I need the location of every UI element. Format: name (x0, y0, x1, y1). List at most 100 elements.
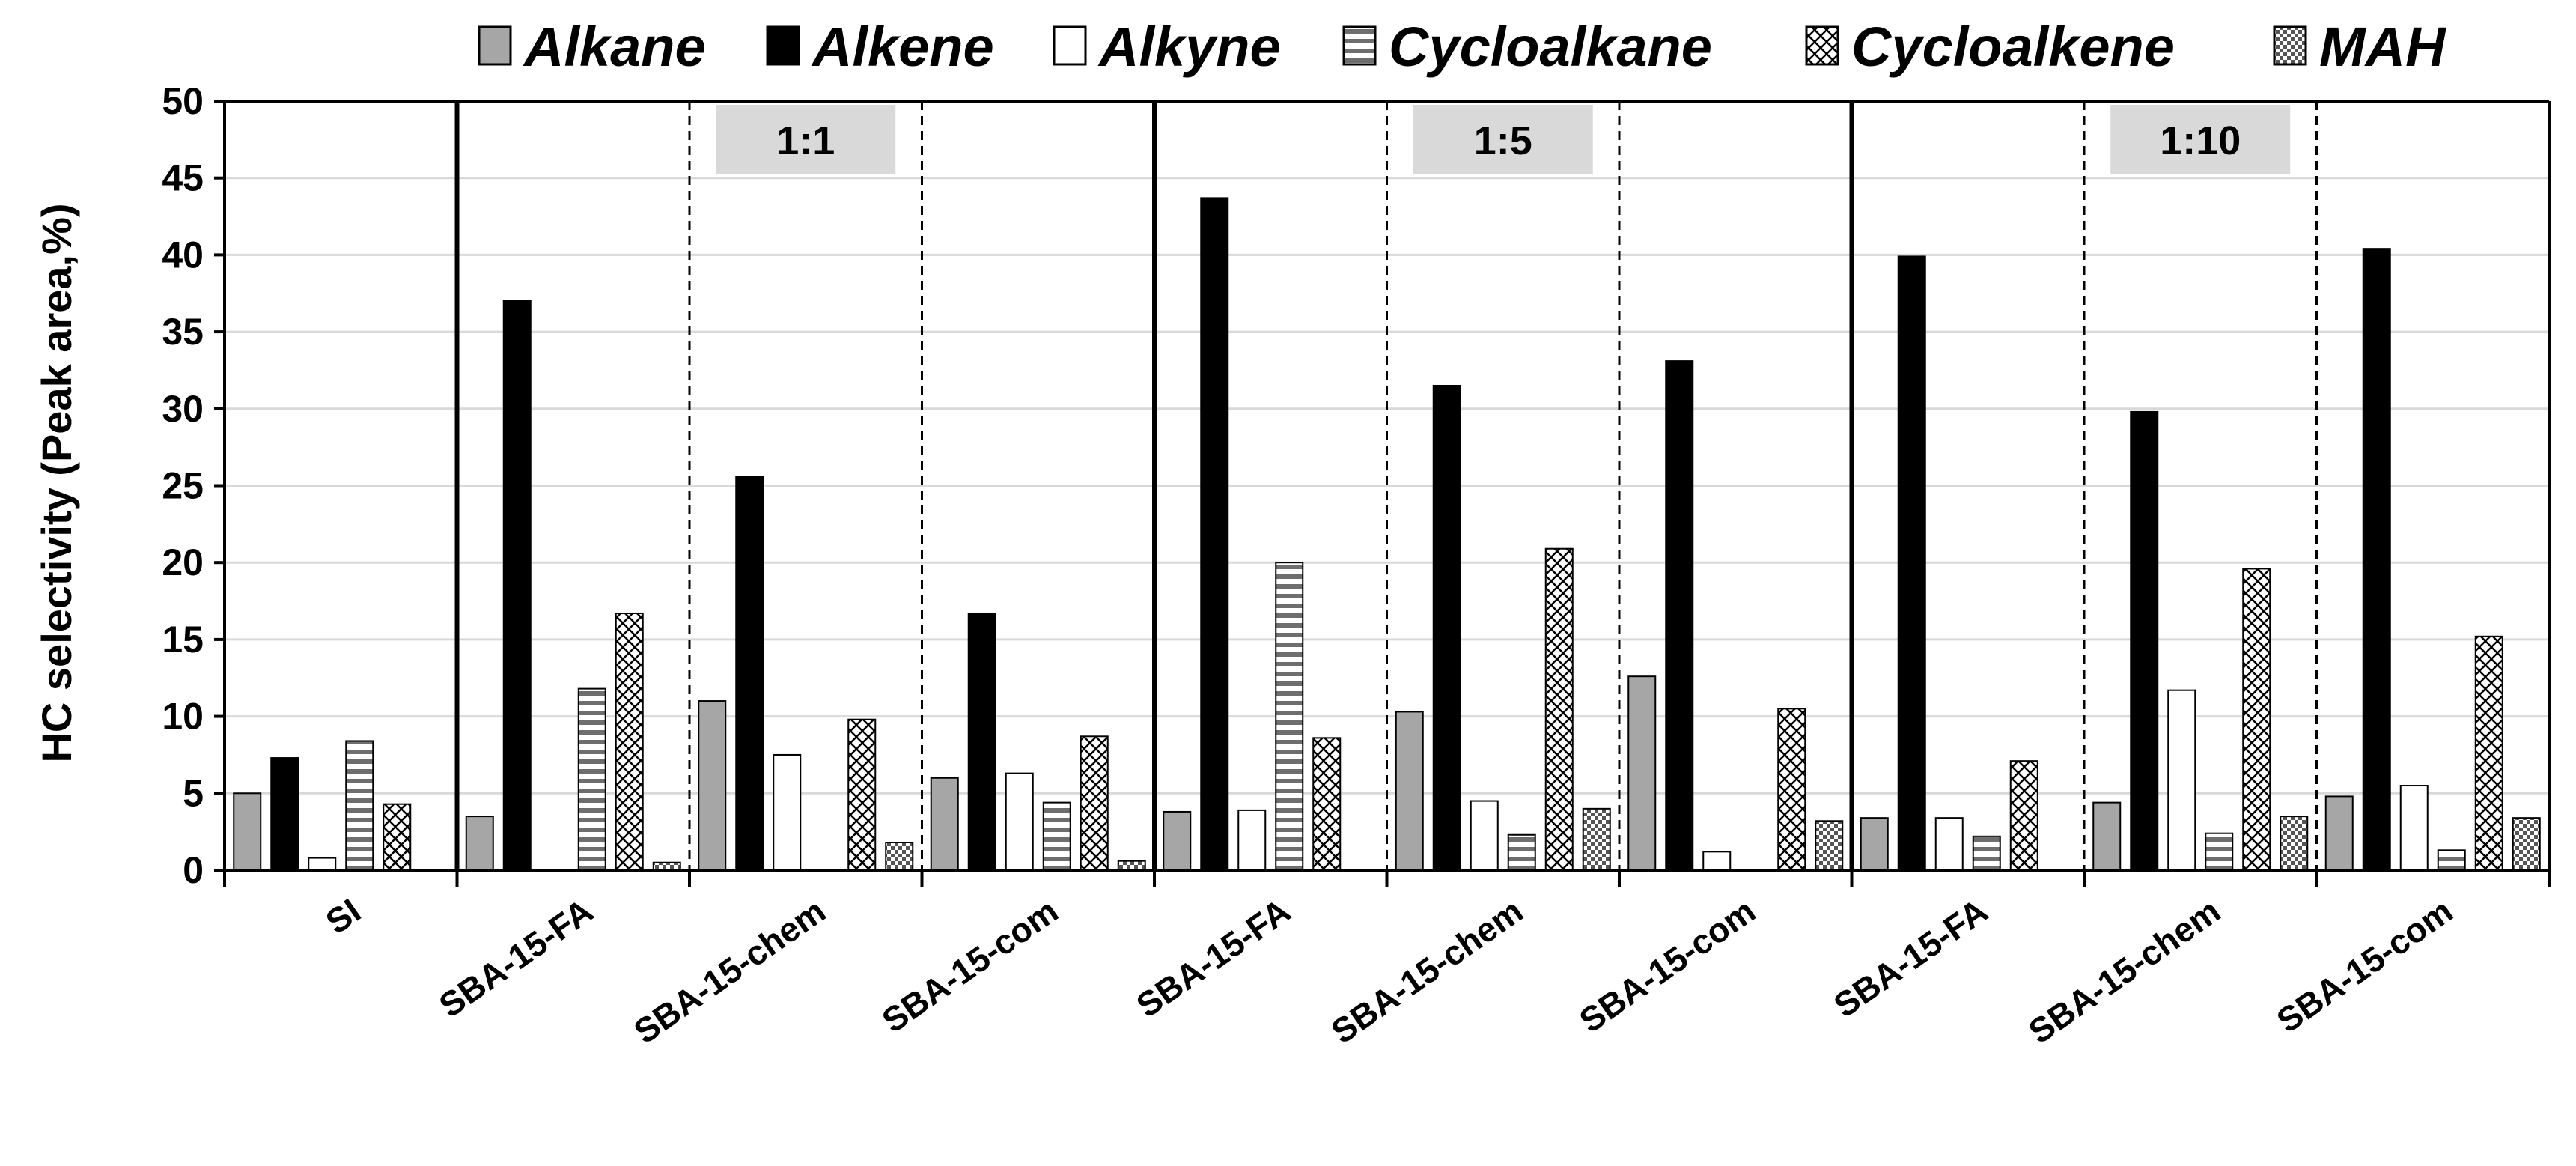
bar-alkane (233, 792, 262, 872)
bar-cycloalkane (1972, 835, 2001, 872)
axes (214, 100, 2551, 887)
bar-cycloalkane (345, 740, 374, 871)
legend-label: Cycloalkene (1851, 16, 2175, 78)
legend-label: Alkene (811, 16, 994, 78)
bar-alkyne (1470, 800, 1499, 871)
y-axis-title: HC selectivity (Peak area,%) (33, 203, 80, 762)
bar-alkane (1860, 817, 1889, 871)
legend-label: MAH (2319, 16, 2446, 78)
bar-cycloalkene (1080, 735, 1109, 871)
bars (233, 197, 2541, 872)
legend-item-cycloalkane: Cycloalkane (1342, 16, 1712, 78)
bar-alkane (1395, 711, 1424, 871)
legend-item-cycloalkene: Cycloalkene (1805, 16, 2175, 78)
bar-alkene (2130, 410, 2159, 871)
y-tick-label: 40 (162, 234, 204, 276)
legend-swatch (2273, 25, 2307, 66)
legend-label: Cycloalkane (1389, 16, 1712, 78)
bar-alkene (1665, 360, 1694, 872)
bar-alkyne (1934, 817, 1964, 871)
bar-alkene (270, 757, 299, 871)
x-category-label: SBA-15-chem (2021, 891, 2227, 1051)
bar-alkyne (1237, 809, 1267, 872)
bar-alkyne (773, 753, 802, 872)
y-tick-label: 20 (162, 541, 204, 583)
bar-cycloalkane (1042, 801, 1071, 872)
legend-swatch (1053, 25, 1087, 66)
ratio-label: 1:5 (1474, 118, 1532, 163)
bar-alkane (465, 816, 494, 871)
legend-label: Alkyne (1097, 16, 1281, 78)
x-category-label: SBA-15-FA (1129, 891, 1297, 1025)
x-category-label: SI (319, 891, 368, 942)
ratio-labels: 1:1 1:5 1:10 (716, 105, 2291, 174)
bar-alkyne (2167, 689, 2196, 871)
y-tick-label: 25 (162, 465, 204, 507)
legend-item-alkene: Alkene (766, 16, 994, 78)
bar-alkene (967, 612, 996, 871)
bar-alkyne (2399, 785, 2429, 872)
bar-mah (2280, 816, 2309, 871)
bar-alkene (502, 300, 532, 871)
ratio-box (716, 105, 896, 174)
bar-alkane (2092, 801, 2122, 872)
x-category-label: SBA-15-chem (627, 891, 832, 1051)
y-tick-labels: 0 5 10 15 20 25 30 35 40 45 50 (162, 80, 204, 891)
x-category-label: SBA-15-FA (1827, 891, 1995, 1025)
x-category-label: SBA-15-chem (1324, 891, 1530, 1051)
legend-item-alkyne: Alkyne (1053, 16, 1281, 78)
y-tick-label: 35 (162, 311, 204, 353)
bar-cycloalkane (577, 687, 606, 871)
y-tick-label: 45 (162, 157, 204, 199)
legend-swatch (766, 25, 800, 66)
x-category-label: SBA-15-FA (432, 891, 600, 1025)
bar-cycloalkene (1312, 737, 1342, 872)
bar-alkane (698, 700, 727, 871)
legend-swatch (1805, 25, 1839, 66)
bar-cycloalkene (615, 612, 644, 871)
ratio-box (1413, 105, 1593, 174)
x-category-label: SBA-15-com (2270, 891, 2460, 1040)
y-tick-label: 30 (162, 388, 204, 430)
ratio-box (2110, 105, 2291, 174)
y-tick-label: 5 (183, 772, 204, 814)
group-separators (454, 101, 2318, 870)
legend-swatch (1342, 25, 1377, 66)
bar-cycloalkene (2009, 760, 2038, 872)
bar-cycloalkene (1777, 708, 1806, 872)
y-tick-label: 15 (162, 619, 204, 661)
bar-mah (885, 842, 914, 871)
bar-cycloalkene (847, 718, 877, 872)
bar-alkane (2324, 795, 2354, 871)
bar-mah (2512, 817, 2541, 871)
bar-alkene (2362, 248, 2391, 871)
bar-alkene (735, 476, 764, 871)
bar-alkene (1897, 255, 1926, 872)
y-tick-label: 10 (162, 696, 204, 738)
bar-cycloalkane (1275, 562, 1304, 871)
legend-item-mah: MAH (2273, 16, 2446, 78)
x-category-labels: SI SBA-15-FA SBA-15-chem SBA-15-com SBA-15-F… (319, 891, 2460, 1051)
bar-alkane (930, 777, 959, 872)
ratio-label: 1:10 (2160, 118, 2241, 163)
y-tick-label: 50 (162, 80, 204, 122)
x-category-label: SBA-15-com (875, 891, 1065, 1040)
bar-cycloalkane (1507, 833, 1536, 872)
x-category-label: SBA-15-com (1572, 891, 1762, 1040)
bar-alkane (1627, 675, 1657, 871)
legend: Alkane Alkene Alkyne Cycloalkane Cycloalkene… (478, 16, 2446, 78)
legend-swatch (478, 25, 512, 66)
legend-item-alkane: Alkane (478, 16, 706, 78)
bar-cycloalkane (2437, 849, 2466, 871)
bar-cycloalkene (1544, 547, 1574, 871)
bar-mah (1582, 807, 1611, 871)
bar-cycloalkene (2242, 568, 2271, 872)
bar-alkyne (1005, 772, 1034, 872)
bar-alkane (1163, 810, 1192, 871)
bar-alkene (1432, 384, 1461, 871)
bar-alkyne (1702, 851, 1732, 872)
bar-cycloalkene (2474, 635, 2503, 871)
bar-mah (1815, 820, 1844, 871)
bar-cycloalkane (2205, 832, 2234, 871)
